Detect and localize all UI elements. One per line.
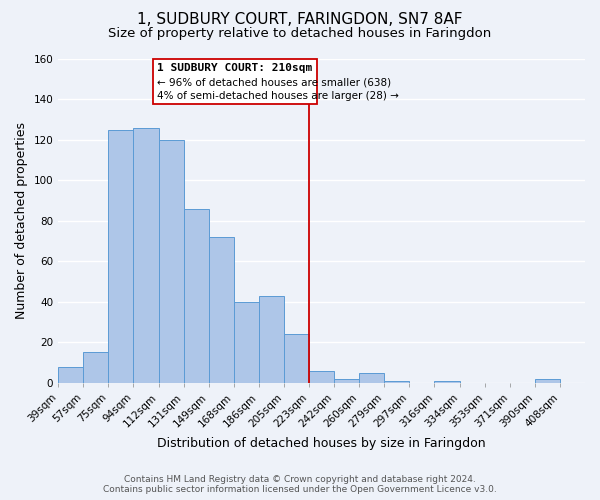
Bar — [109, 130, 133, 383]
Text: Contains public sector information licensed under the Open Government Licence v3: Contains public sector information licen… — [103, 484, 497, 494]
Bar — [133, 128, 158, 383]
Bar — [434, 381, 460, 383]
X-axis label: Distribution of detached houses by size in Faringdon: Distribution of detached houses by size … — [157, 437, 486, 450]
Text: 4% of semi-detached houses are larger (28) →: 4% of semi-detached houses are larger (2… — [157, 92, 399, 102]
Bar — [334, 378, 359, 383]
Text: 1 SUDBURY COURT: 210sqm: 1 SUDBURY COURT: 210sqm — [157, 63, 313, 73]
Y-axis label: Number of detached properties: Number of detached properties — [15, 122, 28, 320]
Bar — [284, 334, 309, 383]
Bar — [259, 296, 284, 383]
Bar — [309, 370, 334, 383]
Bar — [184, 208, 209, 383]
Text: Size of property relative to detached houses in Faringdon: Size of property relative to detached ho… — [109, 28, 491, 40]
Text: ← 96% of detached houses are smaller (638): ← 96% of detached houses are smaller (63… — [157, 77, 391, 87]
Bar — [385, 381, 409, 383]
Bar — [234, 302, 259, 383]
Bar — [359, 372, 385, 383]
Text: 1, SUDBURY COURT, FARINGDON, SN7 8AF: 1, SUDBURY COURT, FARINGDON, SN7 8AF — [137, 12, 463, 28]
Bar — [58, 366, 83, 383]
Bar — [154, 59, 317, 104]
Bar — [158, 140, 184, 383]
Bar — [83, 352, 109, 383]
Bar — [209, 237, 234, 383]
Text: Contains HM Land Registry data © Crown copyright and database right 2024.: Contains HM Land Registry data © Crown c… — [124, 474, 476, 484]
Bar — [535, 378, 560, 383]
